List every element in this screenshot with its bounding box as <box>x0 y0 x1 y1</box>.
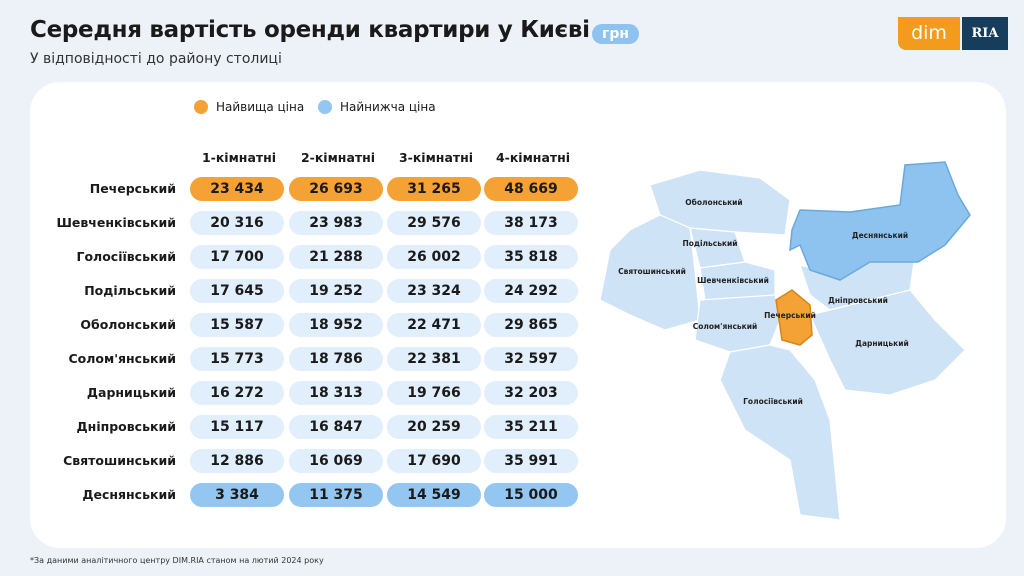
price-cell: 14 549 <box>387 483 481 507</box>
row-label: Святошинський <box>63 453 176 468</box>
row-label: Подільський <box>84 283 176 298</box>
price-cell: 3 384 <box>190 483 284 507</box>
price-cell: 15 773 <box>190 347 284 371</box>
map-podilskyi <box>689 227 746 269</box>
price-cell: 15 000 <box>484 483 578 507</box>
unit-badge: грн <box>592 24 640 44</box>
price-cell: 19 252 <box>289 279 383 303</box>
price-cell: 15 587 <box>190 313 284 337</box>
price-cell: 24 292 <box>484 279 578 303</box>
price-cell: 35 211 <box>484 415 578 439</box>
row-label: Деснянський <box>82 487 176 502</box>
map-district-label: Дніпровський <box>828 296 888 305</box>
price-cell: 38 173 <box>484 211 578 235</box>
map-district-label: Шевченківський <box>697 276 769 285</box>
map-district-label: Деснянський <box>852 231 908 240</box>
price-cell: 17 645 <box>190 279 284 303</box>
price-cell: 29 576 <box>387 211 481 235</box>
map-district-label: Солом'янський <box>693 322 758 331</box>
price-cell: 22 381 <box>387 347 481 371</box>
price-cell: 18 786 <box>289 347 383 371</box>
map-darnytskyi <box>809 289 966 396</box>
row-label: Шевченківський <box>56 215 176 230</box>
price-cell: 32 203 <box>484 381 578 405</box>
map-shevchenkivskyi <box>699 261 776 301</box>
legend-highest: Найвища ціна <box>194 100 304 114</box>
price-cell: 21 288 <box>289 245 383 269</box>
price-cell: 31 265 <box>387 177 481 201</box>
price-cell: 35 818 <box>484 245 578 269</box>
price-cell: 23 434 <box>190 177 284 201</box>
map-sviatoshynskyi <box>599 214 701 331</box>
price-cell: 11 375 <box>289 483 383 507</box>
legend-label: Найнижча ціна <box>340 100 436 114</box>
map-district-label: Подільський <box>682 239 737 248</box>
price-cell: 18 952 <box>289 313 383 337</box>
legend-dot-orange <box>194 100 208 114</box>
footnote: *За даними аналітичного центру DIM.RIA с… <box>30 556 324 565</box>
map-district-label: Дарницький <box>855 339 908 348</box>
price-cell: 32 597 <box>484 347 578 371</box>
price-cell: 26 002 <box>387 245 481 269</box>
price-cell: 16 069 <box>289 449 383 473</box>
legend-label: Найвища ціна <box>216 100 305 114</box>
row-label: Дарницький <box>86 385 176 400</box>
price-cell: 20 316 <box>190 211 284 235</box>
row-label: Солом'янський <box>68 351 176 366</box>
map-desnianskyi <box>789 161 971 281</box>
row-label: Печерський <box>89 181 176 196</box>
column-header: 2-кімнатні <box>300 150 376 165</box>
logo-dim: dim <box>898 17 960 50</box>
price-cell: 12 886 <box>190 449 284 473</box>
price-cell: 20 259 <box>387 415 481 439</box>
column-header: 4-кімнатні <box>495 150 571 165</box>
price-cell: 15 117 <box>190 415 284 439</box>
row-label: Оболонський <box>80 317 176 332</box>
price-cell: 23 983 <box>289 211 383 235</box>
price-cell: 23 324 <box>387 279 481 303</box>
map-holosiivskyi <box>719 344 841 521</box>
page-title: Середня вартість оренди квартири у Києві <box>30 17 590 43</box>
row-label: Дніпровський <box>76 419 176 434</box>
kyiv-district-map: Оболонський Деснянський Подільський Святоши… <box>599 161 971 521</box>
map-district-label: Голосіївський <box>743 397 803 406</box>
map-district-label: Святошинський <box>618 267 686 276</box>
price-cell: 17 700 <box>190 245 284 269</box>
price-cell: 22 471 <box>387 313 481 337</box>
column-header: 3-кімнатні <box>398 150 474 165</box>
map-pecherskyi <box>775 289 813 346</box>
logo-ria: RIA <box>962 17 1008 50</box>
price-cell: 29 865 <box>484 313 578 337</box>
map-district-label: Оболонський <box>685 198 742 207</box>
column-header: 1-кімнатні <box>201 150 277 165</box>
page-subtitle: У відповідності до району столиці <box>30 51 282 67</box>
price-cell: 48 669 <box>484 177 578 201</box>
price-cell: 18 313 <box>289 381 383 405</box>
price-cell: 35 991 <box>484 449 578 473</box>
row-label: Голосіївський <box>76 249 177 264</box>
legend-lowest: Найнижча ціна <box>318 100 436 114</box>
price-cell: 19 766 <box>387 381 481 405</box>
price-cell: 16 272 <box>190 381 284 405</box>
price-cell: 26 693 <box>289 177 383 201</box>
price-cell: 17 690 <box>387 449 481 473</box>
legend-dot-blue <box>318 100 332 114</box>
dimria-logo: dim RIA <box>898 17 1008 50</box>
price-cell: 16 847 <box>289 415 383 439</box>
map-district-label: Печерський <box>764 311 816 320</box>
